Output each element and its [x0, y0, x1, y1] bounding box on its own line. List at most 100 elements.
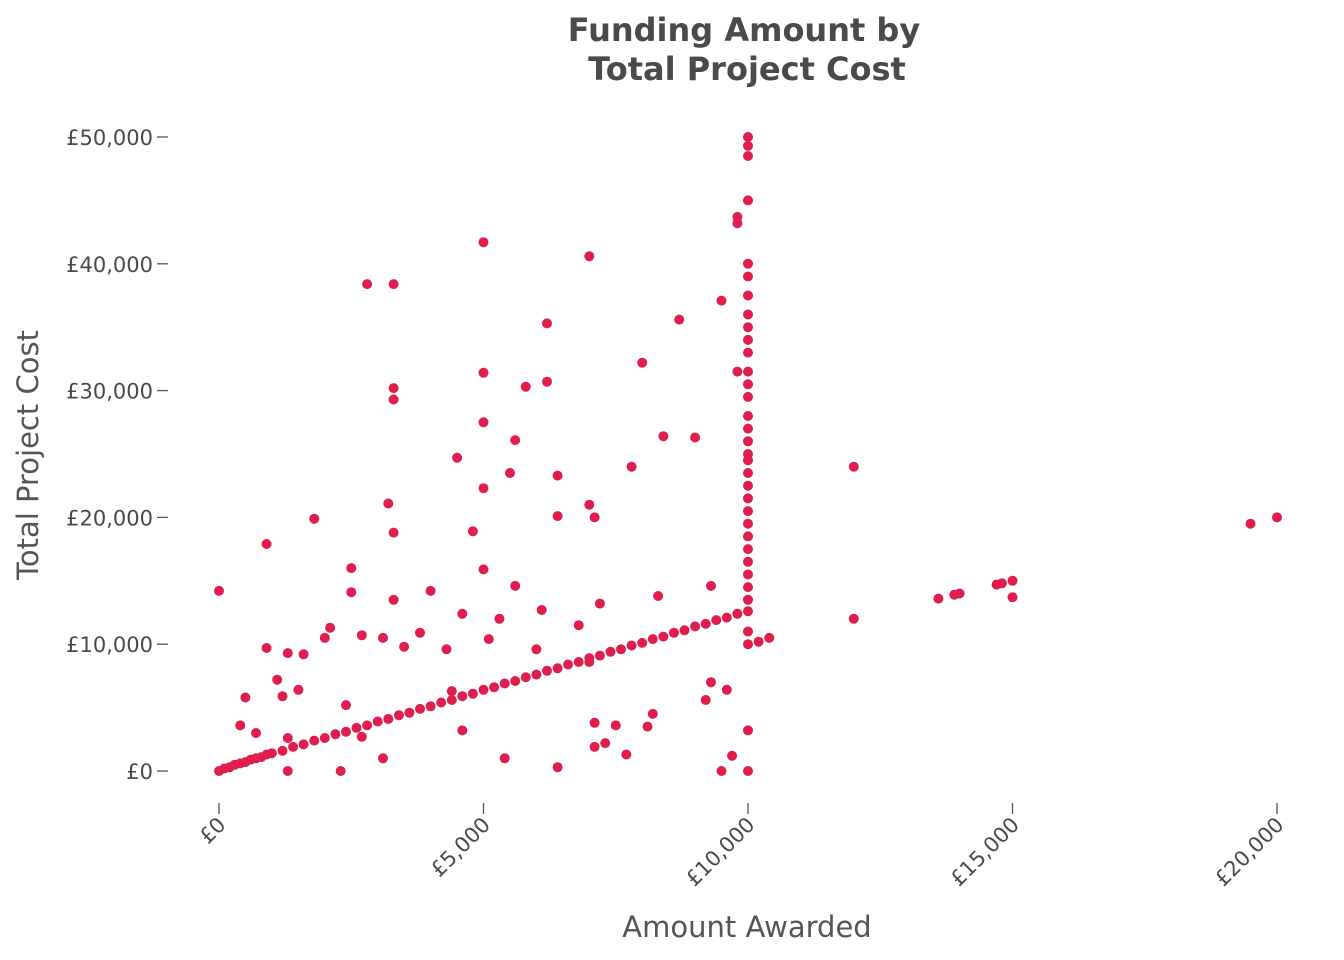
- data-point: [711, 615, 722, 626]
- data-point: [626, 640, 637, 651]
- data-point: [542, 318, 552, 329]
- data-point: [743, 140, 753, 151]
- data-point: [261, 539, 272, 549]
- data-point: [393, 710, 404, 721]
- data-point: [743, 151, 753, 161]
- data-point: [743, 594, 753, 605]
- data-point: [584, 657, 595, 667]
- data-point: [743, 766, 753, 776]
- data-point: [351, 722, 362, 733]
- data-point: [721, 612, 732, 623]
- data-point: [732, 366, 743, 377]
- data-point: [552, 470, 563, 481]
- data-point: [700, 618, 711, 629]
- data-point: [446, 686, 457, 697]
- data-point: [388, 594, 399, 605]
- data-point: [378, 753, 388, 764]
- data-point: [753, 636, 764, 647]
- data-point: [743, 258, 753, 269]
- data-point: [732, 218, 743, 229]
- data-point: [764, 632, 775, 643]
- data-point: [573, 620, 584, 631]
- data-point: [356, 731, 367, 742]
- data-point: [499, 678, 510, 689]
- data-point: [436, 697, 447, 708]
- data-point: [743, 436, 753, 447]
- data-point: [743, 271, 753, 282]
- data-point: [467, 526, 478, 537]
- data-point: [240, 692, 251, 703]
- data-point: [341, 726, 351, 737]
- data-point: [584, 251, 595, 262]
- data-point: [848, 461, 859, 472]
- data-point: [674, 314, 685, 325]
- data-point: [658, 431, 669, 442]
- data-point: [848, 613, 859, 624]
- data-point: [706, 677, 716, 688]
- data-point: [531, 644, 542, 655]
- x-tick-label: £0: [195, 813, 231, 849]
- data-point: [277, 691, 288, 702]
- data-point: [335, 766, 346, 776]
- x-tick-label: £10,000: [681, 813, 759, 891]
- data-point: [520, 381, 531, 392]
- data-point: [319, 733, 330, 743]
- data-point: [690, 432, 701, 443]
- data-point: [1245, 518, 1256, 529]
- data-point: [743, 544, 753, 555]
- data-point: [319, 632, 330, 643]
- chart-title-line-1: Funding Amount by: [568, 11, 921, 49]
- data-point: [478, 237, 489, 248]
- y-tick-label: £40,000: [66, 253, 153, 277]
- data-point: [743, 334, 753, 345]
- data-point: [743, 582, 753, 593]
- data-point: [743, 411, 753, 421]
- data-point: [716, 295, 727, 306]
- data-point: [605, 646, 616, 657]
- y-tick-label: £30,000: [66, 380, 153, 404]
- data-point: [441, 644, 452, 655]
- y-tick-label: £10,000: [66, 633, 153, 657]
- data-point: [700, 695, 711, 705]
- data-point: [552, 762, 563, 773]
- data-point: [743, 322, 753, 333]
- data-point: [743, 468, 753, 478]
- data-point: [478, 483, 489, 494]
- x-tick-label: £5,000: [426, 813, 495, 882]
- data-point: [388, 383, 399, 394]
- data-point: [388, 394, 399, 405]
- data-point: [293, 684, 304, 695]
- data-point: [425, 585, 436, 596]
- data-point: [933, 593, 944, 604]
- data-point: [621, 749, 632, 760]
- data-point: [743, 132, 753, 142]
- data-point: [499, 753, 510, 764]
- data-point: [1007, 575, 1018, 586]
- data-point: [346, 563, 357, 574]
- data-point: [626, 461, 637, 472]
- data-point: [716, 766, 727, 776]
- data-point: [647, 708, 658, 719]
- data-point: [457, 691, 468, 702]
- data-point: [356, 630, 367, 641]
- data-point: [446, 695, 457, 705]
- data-point: [743, 379, 753, 390]
- y-axis-label: Total Project Cost: [11, 330, 45, 581]
- data-point: [743, 518, 753, 529]
- data-point: [954, 588, 965, 599]
- data-point: [452, 452, 463, 463]
- data-point: [706, 580, 716, 591]
- data-point: [743, 309, 753, 320]
- data-point: [743, 290, 753, 301]
- data-point: [510, 580, 521, 591]
- data-point: [647, 634, 658, 645]
- data-point: [743, 606, 753, 617]
- x-axis-label: Amount Awarded: [622, 910, 871, 944]
- data-point: [743, 347, 753, 358]
- data-point: [478, 684, 489, 695]
- y-tick-label: £20,000: [66, 506, 153, 530]
- data-point: [690, 621, 701, 632]
- data-point: [542, 665, 552, 676]
